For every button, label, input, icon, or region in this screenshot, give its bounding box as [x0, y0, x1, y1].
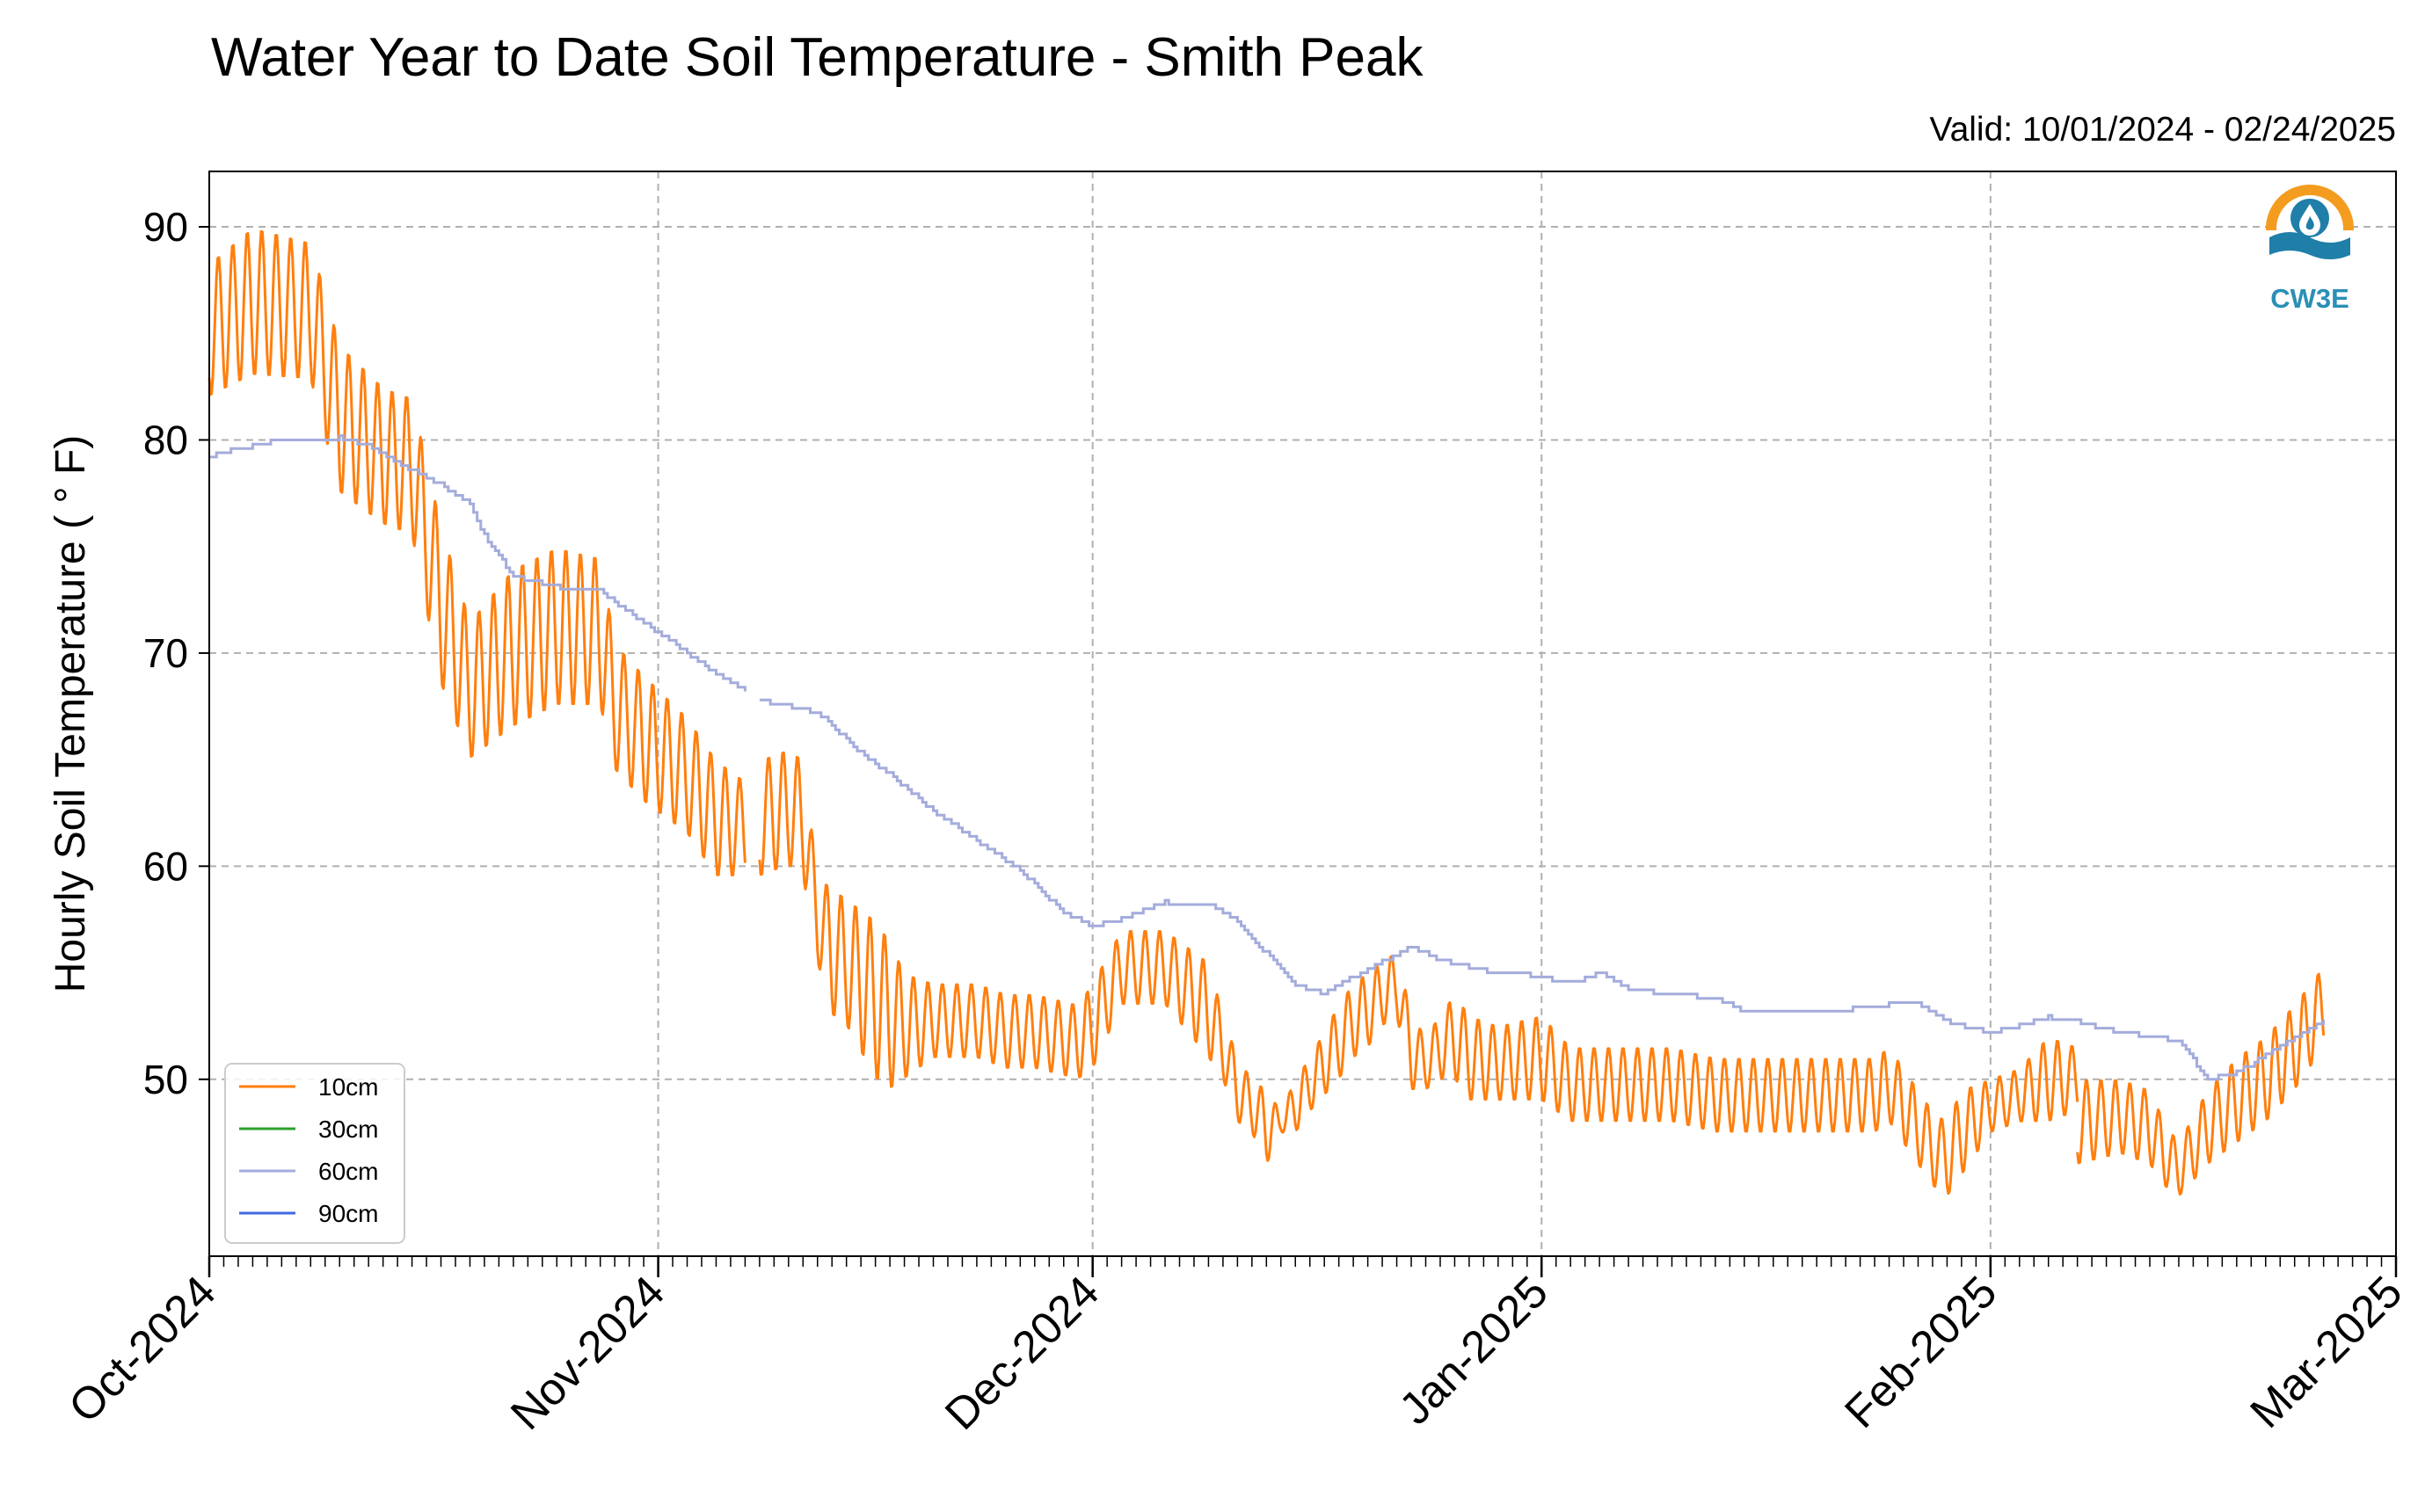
legend-box — [224, 1063, 405, 1244]
logo-flame-icon — [2305, 216, 2314, 230]
series-line-10cm — [2076, 972, 2326, 1196]
legend: 10cm 30cm 60cm 90cm — [224, 1063, 405, 1244]
y-tick-label: 90 — [143, 204, 188, 250]
y-tick-label: 70 — [143, 630, 188, 676]
y-tick-label: 60 — [143, 843, 188, 889]
series-line-60cm — [759, 698, 2326, 1081]
series-line-10cm — [208, 229, 746, 876]
logo-water-wave-icon — [2269, 232, 2350, 259]
logo-text: CW3E — [2270, 283, 2349, 314]
legend-label-60cm: 60cm — [318, 1158, 378, 1185]
y-tick-label: 50 — [143, 1057, 188, 1102]
y-axis-ticks: 50 60 70 80 90 — [143, 204, 209, 1102]
legend-label-30cm: 30cm — [318, 1116, 378, 1143]
y-tick-label: 80 — [143, 417, 188, 462]
series-lines — [208, 229, 2326, 1196]
series-line-60cm — [209, 434, 746, 692]
legend-label-90cm: 90cm — [318, 1200, 378, 1227]
plot-frame — [208, 171, 2397, 1257]
valid-date-range: Valid: 10/01/2024 - 02/24/2025 — [1929, 111, 2396, 149]
cw3e-logo: CW3E — [2266, 185, 2354, 314]
y-axis-label: Hourly Soil Temperature ( ° F) — [47, 435, 94, 993]
chart-title: Water Year to Date Soil Temperature - Sm… — [211, 27, 1424, 88]
series-line-10cm — [758, 751, 2079, 1196]
legend-label-10cm: 10cm — [318, 1073, 378, 1101]
